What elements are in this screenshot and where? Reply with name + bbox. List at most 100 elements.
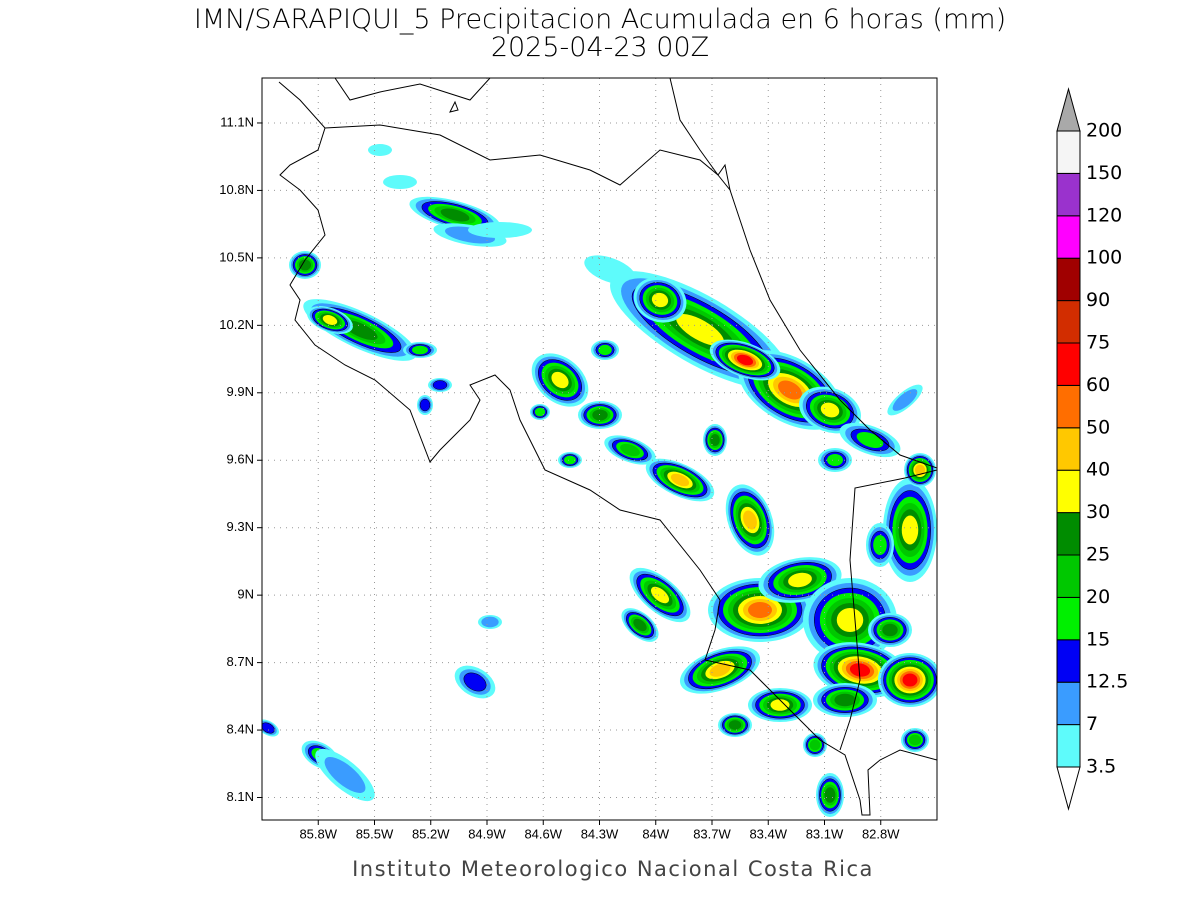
colorbar-label: 75	[1086, 332, 1110, 354]
footer: Instituto Meteorologico Nacional Costa R…	[352, 857, 874, 881]
caribbean-coast	[669, 78, 937, 469]
colorbar-box	[1056, 172, 1081, 217]
x-tick-label: 84.3W	[581, 826, 619, 841]
precip-contour	[736, 354, 754, 366]
y-tick-label: 10.5N	[219, 249, 254, 264]
precipitation-field	[262, 144, 937, 817]
colorbar-label: 3.5	[1086, 756, 1116, 778]
precip-contour	[650, 586, 670, 604]
colorbar-box	[1056, 342, 1081, 386]
precip-contour	[709, 663, 731, 677]
precip-contour	[820, 402, 840, 418]
precip-contour	[534, 407, 546, 417]
colorbar-box	[1056, 469, 1081, 514]
precip-contour	[909, 734, 921, 746]
colorbar-label: 200	[1086, 120, 1122, 142]
precip-contour	[834, 693, 856, 707]
precip-contour	[368, 144, 392, 156]
y-tick-label: 8.1N	[227, 789, 254, 804]
x-tick-label: 84.9W	[468, 826, 506, 841]
precip-contour	[778, 380, 802, 400]
nicaragua-border	[324, 124, 731, 191]
precip-contour	[322, 315, 338, 325]
colorbar-box	[1056, 639, 1081, 683]
grid: 85.8W 85.5W 85.2W 84.9W 84.6W 84.3W 84W 83.7W 83…	[219, 78, 937, 841]
precip-contour	[463, 672, 487, 692]
precip-contour	[710, 434, 720, 446]
precip-contour	[598, 344, 612, 356]
colorbar-under	[1056, 766, 1081, 811]
precip-contour	[788, 572, 812, 588]
precip-contour	[670, 473, 690, 487]
precip-contour	[481, 616, 499, 628]
precip-contour	[728, 720, 742, 730]
precip-contour	[901, 515, 919, 545]
colorbar-label: 30	[1086, 501, 1110, 523]
precip-contour	[743, 510, 757, 530]
precip-contour	[262, 722, 275, 734]
y-tick-label: 8.4N	[227, 721, 254, 736]
colorbar-box	[1056, 215, 1081, 259]
precip-contour	[620, 443, 640, 457]
y-tick-label: 10.2N	[219, 317, 254, 332]
x-tick-label: 85.5W	[356, 826, 394, 841]
precip-contour	[299, 259, 311, 271]
panama-border	[839, 469, 937, 751]
y-tick-label: 11.1N	[220, 114, 254, 129]
precip-contour	[902, 673, 918, 687]
y-tick-label: 9.6N	[227, 452, 254, 467]
precip-contour	[324, 757, 366, 793]
colorbar-label: 7	[1086, 713, 1098, 735]
precip-contour	[882, 623, 898, 637]
precip-contour	[849, 663, 871, 677]
colorbar-label: 15	[1086, 628, 1110, 650]
precip-contour	[651, 292, 669, 308]
x-tick-label: 85.8W	[299, 826, 337, 841]
colorbar: 3.5 7 12.5 15 20 25 30 40 50 60 75 90 100 120 150 200	[1056, 87, 1128, 811]
precip-contour	[770, 699, 790, 711]
colorbar-label: 40	[1086, 459, 1110, 481]
precip-contour	[809, 739, 821, 751]
colorbar-box	[1056, 384, 1081, 429]
colorbar-label: 12.5	[1086, 671, 1128, 693]
colorbar-box	[1056, 554, 1081, 598]
precip-contour	[873, 535, 887, 555]
subtitle: 2025-04-23 00Z	[491, 32, 709, 63]
colorbar-label: 50	[1086, 416, 1110, 438]
precip-contour	[432, 380, 448, 390]
colorbar-label: 20	[1086, 586, 1110, 608]
precip-contour	[440, 208, 470, 222]
colorbar-label: 60	[1086, 374, 1110, 396]
precip-contour	[564, 455, 576, 465]
y-tick-label: 8.7N	[227, 654, 254, 669]
precip-contour	[676, 313, 724, 347]
colorbar-box	[1056, 512, 1081, 556]
x-tick-label: 82.8W	[862, 826, 900, 841]
island	[449, 100, 459, 113]
precip-contour	[468, 222, 532, 238]
precip-contour	[892, 389, 918, 411]
colorbar-box	[1056, 596, 1081, 641]
precip-contour	[836, 608, 864, 632]
x-tick-label: 84.6W	[524, 826, 562, 841]
lake-shore	[334, 78, 491, 101]
colorbar-over	[1056, 87, 1081, 132]
x-tick-label: 84W	[642, 826, 669, 841]
x-tick-label: 83.7W	[693, 826, 731, 841]
precip-contour	[748, 602, 772, 618]
colorbar-label: 25	[1086, 544, 1110, 566]
precip-contour	[412, 345, 428, 355]
precip-contour	[551, 371, 569, 389]
precip-contour	[824, 787, 836, 803]
colorbar-label: 90	[1086, 289, 1110, 311]
precip-contour	[419, 398, 431, 412]
precip-contour	[633, 618, 647, 632]
colorbar-label: 120	[1086, 204, 1122, 226]
precip-contour	[914, 464, 926, 476]
y-tick-label: 9.9N	[227, 384, 254, 399]
pacific-coast	[278, 81, 937, 816]
y-tick-label: 10.8N	[219, 182, 254, 197]
coastlines	[278, 78, 937, 816]
